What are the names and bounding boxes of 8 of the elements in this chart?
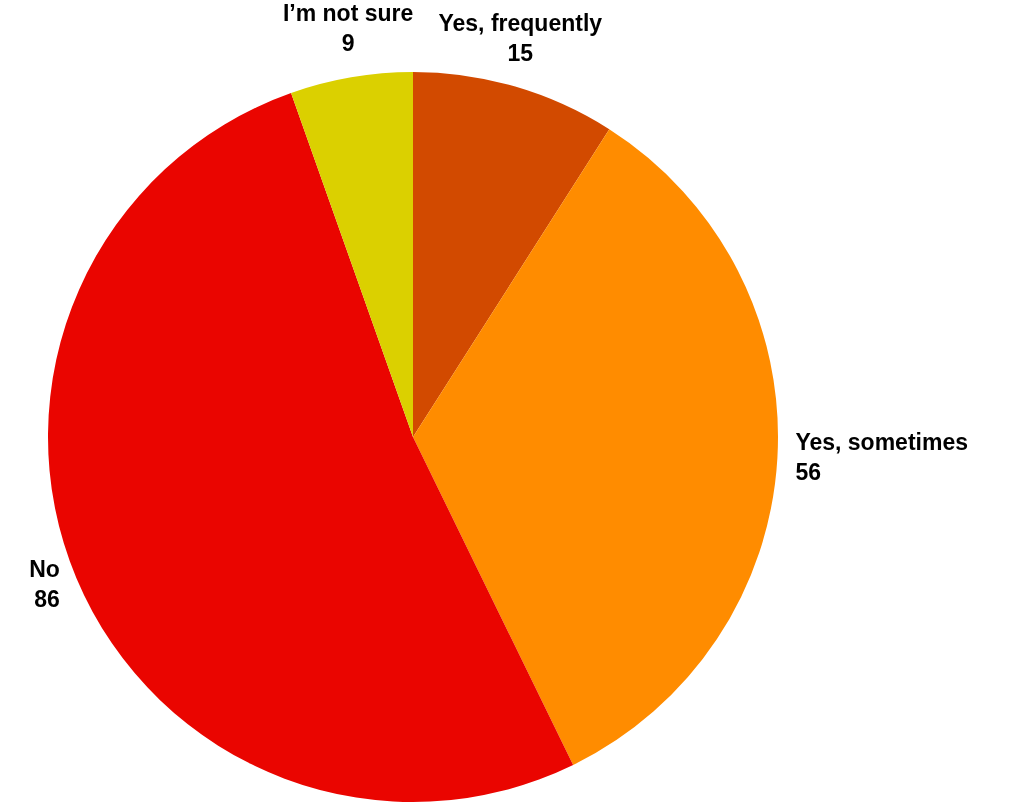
slice-label: I’m not sure	[282, 0, 414, 26]
slice-label: Yes, frequently	[438, 9, 603, 36]
slice-label: No	[29, 555, 60, 582]
slice-label: Yes, sometimes	[795, 429, 968, 456]
data-label: 9	[341, 29, 355, 56]
data-label: 56	[795, 459, 821, 486]
data-label: 15	[507, 39, 534, 66]
data-label: 86	[34, 585, 60, 612]
